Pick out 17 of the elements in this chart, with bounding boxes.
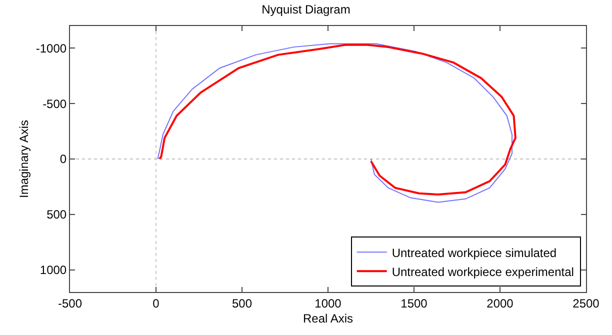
x-tick-label: 500: [232, 296, 252, 310]
y-axis-title: Imaginary Axis: [17, 120, 32, 198]
x-tick-label: 2500: [572, 296, 600, 310]
legend-label: Untreated workpiece simulated: [392, 246, 557, 260]
legend-label: Untreated workpiece experimental: [392, 264, 574, 279]
y-tick-label: 500: [46, 208, 67, 222]
chart-title: Nyquist Diagram: [262, 2, 350, 16]
y-tick-label: 0: [60, 152, 67, 166]
x-tick-label: 1500: [400, 296, 428, 310]
x-tick-label: 1000: [314, 296, 342, 310]
y-tick-label: -500: [42, 96, 67, 111]
y-tick-label: -1000: [36, 41, 67, 56]
x-tick-label: 0: [152, 296, 160, 310]
x-tick-label: 2000: [486, 296, 514, 310]
x-tick-label: -500: [58, 296, 82, 310]
x-axis-title: Real Axis: [302, 311, 354, 326]
y-tick-label: 1000: [40, 263, 67, 278]
